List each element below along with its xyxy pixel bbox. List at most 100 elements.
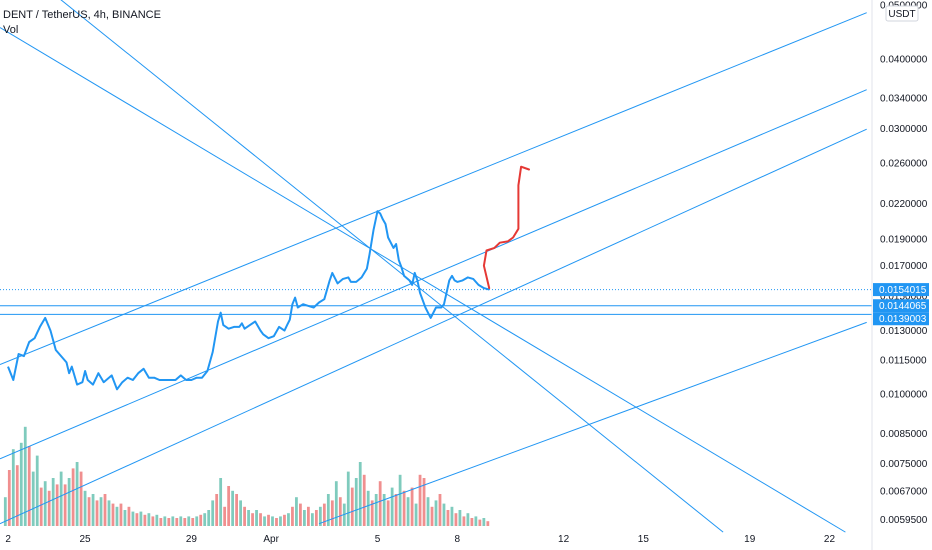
volume-bar <box>99 497 103 526</box>
time-tick-label: 22 <box>824 534 836 545</box>
volume-bar <box>402 490 406 526</box>
volume-bar <box>334 481 338 526</box>
volume-bar <box>91 494 95 526</box>
volume-bar <box>370 500 374 526</box>
volume-bar <box>27 446 31 526</box>
volume-bar <box>386 500 390 526</box>
volume-bar <box>287 513 290 526</box>
price-axis-background <box>872 0 932 550</box>
volume-bar <box>215 494 219 526</box>
price-tick-label: 0.0190000 <box>880 234 928 245</box>
volume-bar <box>322 503 326 526</box>
volume-bar <box>291 506 294 526</box>
volume-bar <box>450 506 454 526</box>
volume-bar <box>251 513 254 526</box>
volume-bar <box>143 514 147 526</box>
volume-bar <box>338 497 342 526</box>
volume-bar <box>426 497 430 526</box>
price-tick-label: 0.0150000 <box>880 291 928 302</box>
volume-bar <box>358 462 362 526</box>
volume-bar <box>474 516 478 526</box>
volume-bar <box>442 503 446 526</box>
volume-bar <box>247 510 250 526</box>
time-tick-label: 25 <box>80 534 92 545</box>
price-tick-label: 0.0067000 <box>880 486 928 497</box>
volume-bar <box>422 478 426 526</box>
trend-lines <box>0 0 867 533</box>
volume-bar <box>326 494 330 526</box>
volume-bar <box>199 514 203 526</box>
volume-bar <box>107 500 111 526</box>
volume-bar <box>139 511 143 526</box>
time-tick-label: 15 <box>638 534 650 545</box>
volume-bar <box>35 455 39 526</box>
volume-bar <box>83 490 87 526</box>
volume-bar <box>374 494 378 526</box>
price-tick-label: 0.0170000 <box>880 261 928 272</box>
price-tag-background <box>873 299 929 313</box>
volume-bar <box>239 500 242 526</box>
price-tick-label: 0.0085000 <box>880 429 928 440</box>
volume-bar <box>203 513 207 526</box>
volume-bar <box>470 518 474 526</box>
volume-bar <box>59 471 63 526</box>
volume-bar <box>235 494 239 526</box>
volume-bar <box>406 497 410 526</box>
price-axis[interactable]: 0.05000000.04000000.03400000.03000000.02… <box>873 0 929 526</box>
price-tag-label: 0.0139003 <box>879 314 927 325</box>
symbol-title[interactable]: DENT / TetherUS, 4h, BINANCE <box>3 9 161 21</box>
volume-bar <box>378 481 382 526</box>
trend-line <box>0 89 867 460</box>
volume-bar <box>223 506 227 526</box>
volume-bar <box>271 516 274 526</box>
volume-bar <box>155 514 159 526</box>
volume-bar <box>167 518 171 526</box>
trend-line <box>0 128 867 525</box>
volume-bar <box>418 474 422 526</box>
volume-bar <box>362 474 366 526</box>
volume-bar <box>183 518 187 526</box>
volume-bar <box>31 471 35 526</box>
price-tick-label: 0.0059500 <box>880 515 928 526</box>
volume-bar <box>366 490 370 526</box>
volume-bar <box>119 503 123 526</box>
volume-bar <box>19 442 23 526</box>
volume-bar <box>11 449 15 526</box>
price-tag-background <box>873 312 929 326</box>
volume-bar <box>382 494 386 526</box>
time-tick-label: 8 <box>454 534 460 545</box>
volume-bar <box>267 514 270 526</box>
time-axis[interactable]: 2 25 29 Apr 5 8 12 15 19 22 <box>5 534 835 545</box>
volume-bar <box>462 516 466 526</box>
volume-bar <box>466 513 470 526</box>
currency-badge-label: USDT <box>888 9 915 20</box>
volume-indicator-label[interactable]: Vol <box>3 24 19 36</box>
price-tag-label: 0.0154015 <box>879 285 927 296</box>
time-tick-label: 12 <box>558 534 570 545</box>
volume-bar <box>115 506 119 526</box>
volume-bar <box>135 513 139 526</box>
volume-bar <box>398 474 402 526</box>
volume-bar <box>430 506 434 526</box>
projection-series <box>482 165 530 290</box>
price-tick-label: 0.0100000 <box>880 390 928 401</box>
time-tick-label: 29 <box>186 534 198 545</box>
volume-bar <box>330 500 334 526</box>
volume-bar <box>350 487 354 526</box>
volume-bar <box>87 497 91 526</box>
price-tick-label: 0.0400000 <box>880 54 928 65</box>
volume-bar <box>482 518 486 526</box>
volume-bar <box>79 471 83 526</box>
price-tick-label: 0.0220000 <box>880 199 928 210</box>
volume-bar <box>151 516 155 526</box>
price-line <box>7 210 490 391</box>
volume-bars <box>3 426 490 526</box>
volume-bar <box>279 516 282 526</box>
price-tick-label: 0.0340000 <box>880 94 928 105</box>
trend-line <box>0 12 867 365</box>
price-series <box>7 210 490 391</box>
volume-bar <box>394 494 398 526</box>
volume-bar <box>175 518 179 526</box>
volume-bar <box>195 516 199 526</box>
